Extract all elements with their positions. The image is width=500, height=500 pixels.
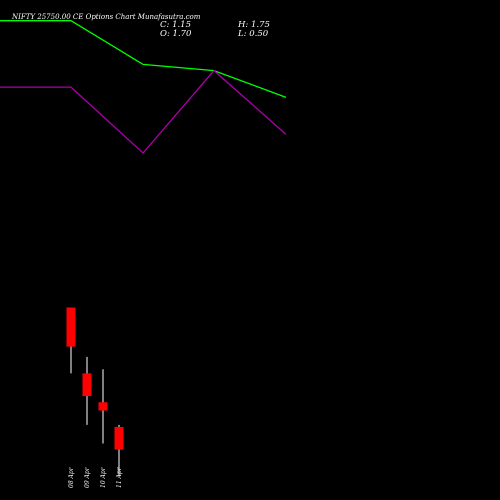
x-tick-label: 10 Apr [100, 466, 107, 488]
green-indicator-line [0, 20, 287, 99]
candle-body [82, 373, 92, 397]
low-value: L: 0.50 [238, 29, 269, 39]
candle-body [98, 402, 108, 411]
open-value: O: 1.70 [160, 29, 192, 39]
candle-body [66, 307, 76, 347]
x-tick-label: 11 Apr [116, 466, 123, 488]
x-tick-label: 08 Apr [68, 466, 75, 488]
high-value: H: 1.75 [238, 20, 270, 30]
purple-indicator-line [0, 69, 287, 154]
close-value: C: 1.15 [160, 20, 191, 30]
x-tick-label: 09 Apr [84, 466, 91, 488]
candle-body [114, 426, 124, 450]
chart-title: NIFTY 25750.00 CE Options Chart Munafasu… [12, 13, 201, 21]
